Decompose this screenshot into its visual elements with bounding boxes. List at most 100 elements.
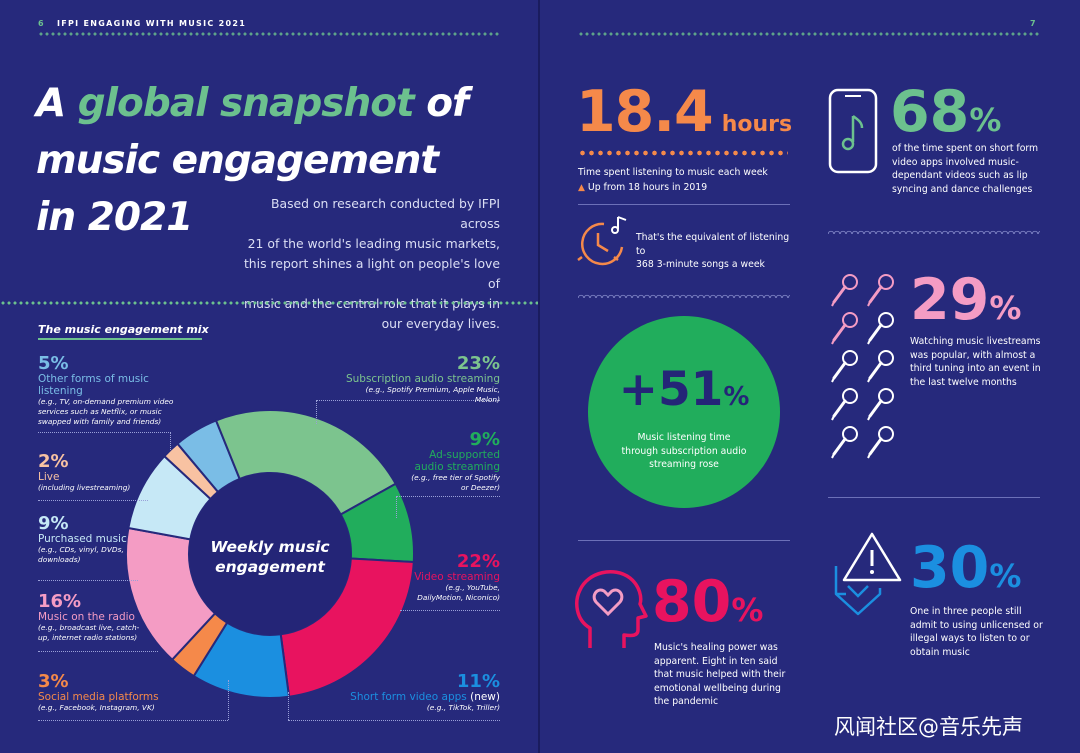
- stat-unlicensed-caption: One in three people still admit to using…: [910, 605, 1070, 659]
- stat-livestream-caption: Watching music livestreams was popular, …: [910, 335, 1070, 389]
- wavy-divider: [828, 228, 1040, 234]
- stat-hours-change-text: Up from 18 hours in 2019: [587, 182, 708, 193]
- stat-unlicensed-sign: %: [989, 557, 1022, 595]
- leader-line: [228, 680, 229, 720]
- stat-livestream-number: 29: [910, 267, 990, 333]
- microphone-icon: [867, 388, 894, 421]
- leader-line: [396, 496, 397, 518]
- leader-line: [316, 400, 500, 401]
- segment-examples: (e.g., TikTok, Triller): [426, 703, 500, 712]
- caption-line: One in three people still: [910, 606, 1022, 617]
- left-header-rule: [38, 32, 500, 36]
- hero-title-highlight: global snapshot: [77, 81, 415, 126]
- donut-hole: [189, 473, 351, 635]
- segment-name: Music on the radio: [38, 611, 135, 623]
- stat-hours-equivalent: That's the equivalent of listening to 36…: [636, 231, 796, 272]
- intro-line: 21 of the world's leading music markets,: [247, 236, 500, 251]
- caption-line: through subscription audio: [621, 445, 747, 457]
- segment-examples: (e.g., CDs, vinyl, DVDs, downloads): [38, 545, 124, 564]
- stat-subscription-caption: Music listening time through subscriptio…: [600, 431, 768, 472]
- left-header: 6 IFPI ENGAGING WITH MUSIC 2021: [38, 19, 246, 28]
- caption-line: illegal ways to listen to or: [910, 633, 1030, 644]
- microphone-icon: [867, 350, 894, 383]
- mix-title: The music engagement mix: [38, 323, 209, 336]
- donut-center-label-2: engagement: [215, 558, 325, 576]
- leader-line: [288, 692, 289, 720]
- segment-name: Subscription audio streaming: [345, 373, 500, 385]
- segment-pct: 9%: [38, 513, 69, 534]
- donut-center-label-1: Weekly music: [210, 538, 329, 556]
- caption-line: was popular, with almost a: [910, 349, 1036, 361]
- leader-line: [38, 651, 158, 652]
- caption-line: that music helped with their: [654, 669, 786, 680]
- stat-short-form-number: 68: [890, 79, 970, 145]
- segment-examples: (e.g., Spotify Premium, Apple Music, Mel…: [365, 385, 500, 404]
- stat-hours: 18.4 hours: [576, 84, 792, 141]
- microphone-icon: [831, 426, 858, 459]
- segment-pct: 2%: [38, 451, 69, 472]
- caption-line: the last twelve months: [910, 376, 1017, 388]
- segment-pct: 23%: [456, 353, 500, 374]
- subscription-circle: [588, 316, 780, 508]
- segment-pct: 11%: [456, 671, 500, 692]
- segment-label-other: 5% Other forms of music listening (e.g.,…: [38, 354, 178, 427]
- segment-name: Purchased music: [38, 533, 127, 545]
- microphone-icon: [831, 312, 858, 345]
- caption-line: of the time spent on short form: [892, 143, 1039, 154]
- hero-title-line3: in 2021: [36, 195, 193, 240]
- leader-line: [38, 500, 148, 501]
- hero-title-c: of: [413, 81, 469, 126]
- segment-label-live: 2% Live (including livestreaming): [38, 452, 158, 493]
- stat-short-form: 68%: [890, 84, 1001, 141]
- mix-title-underline: [38, 338, 202, 340]
- leader-line: [38, 720, 228, 721]
- microphone-icon: [867, 426, 894, 459]
- segment-label-purchased: 9% Purchased music (e.g., CDs, vinyl, DV…: [38, 514, 130, 565]
- segment-label-subscription: 23% Subscription audio streaming (e.g., …: [340, 354, 500, 405]
- segment-name: Social media platforms: [38, 691, 159, 703]
- head-heart-icon: [575, 570, 648, 648]
- stat-subscription-number: +51: [618, 362, 724, 417]
- stat-healing-number: 80: [652, 569, 732, 635]
- caption-line: apparent. Eight in ten said: [654, 655, 778, 667]
- segment-name: Short form video apps: [350, 691, 467, 703]
- up-arrow-icon: ▲: [578, 183, 585, 193]
- segment-examples: (including livestreaming): [38, 483, 131, 492]
- watermark: 风闻社区@音乐先声: [834, 715, 1023, 739]
- stat-livestream: 29%: [910, 272, 1021, 329]
- microphone-icon: [867, 274, 894, 307]
- intro-paragraph: Based on research conducted by IFPI acro…: [238, 194, 500, 334]
- stat-livestream-sign: %: [989, 289, 1022, 327]
- stat-healing-caption: Music's healing power was apparent. Eigh…: [654, 641, 814, 709]
- right-header-rule: [578, 32, 1040, 36]
- stat-hours-number: 18.4: [576, 79, 714, 145]
- segment-pct: 5%: [38, 353, 69, 374]
- phone-music-icon: [828, 88, 878, 174]
- microphones-icon: [831, 274, 894, 459]
- segment-examples: (e.g., YouTube, DailyMotion, Niconico): [417, 583, 500, 602]
- equiv-line-1: That's the equivalent of listening to: [636, 232, 790, 257]
- caption-line: Music's healing power was: [654, 642, 778, 653]
- segment-pct: 16%: [38, 591, 82, 612]
- segment-new-tag: (new): [470, 691, 500, 703]
- stat-unlicensed-number: 30: [910, 535, 990, 601]
- segment-label-video: 22% Video streaming (e.g., YouTube, Dail…: [410, 552, 500, 603]
- segment-label-ad-supported: 9% Ad-supported audio streaming (e.g., f…: [410, 430, 500, 493]
- segment-examples: (e.g., free tier of Spotify or Deezer): [411, 473, 500, 492]
- stat-short-form-sign: %: [969, 101, 1002, 139]
- intro-line: our everyday lives.: [381, 316, 500, 331]
- caption-line: the pandemic: [654, 696, 719, 707]
- leader-line: [170, 432, 171, 450]
- warning-download-icon: [834, 532, 902, 616]
- leader-line: [288, 720, 500, 721]
- segment-name: Live: [38, 471, 60, 483]
- segment-examples: (e.g., TV, on-demand premium video servi…: [38, 397, 174, 426]
- caption-line: Music listening time: [637, 432, 731, 443]
- leader-line: [38, 432, 171, 433]
- segment-pct: 9%: [469, 429, 500, 450]
- hero-title: A global snapshot of music engagement in…: [36, 75, 516, 246]
- segment-name: Other forms of music listening: [38, 373, 149, 397]
- stat-hours-change: ▲ Up from 18 hours in 2019: [578, 181, 798, 196]
- equiv-line-2: 368 3-minute songs a week: [636, 259, 765, 270]
- hero-title-line2: music engagement: [36, 138, 439, 183]
